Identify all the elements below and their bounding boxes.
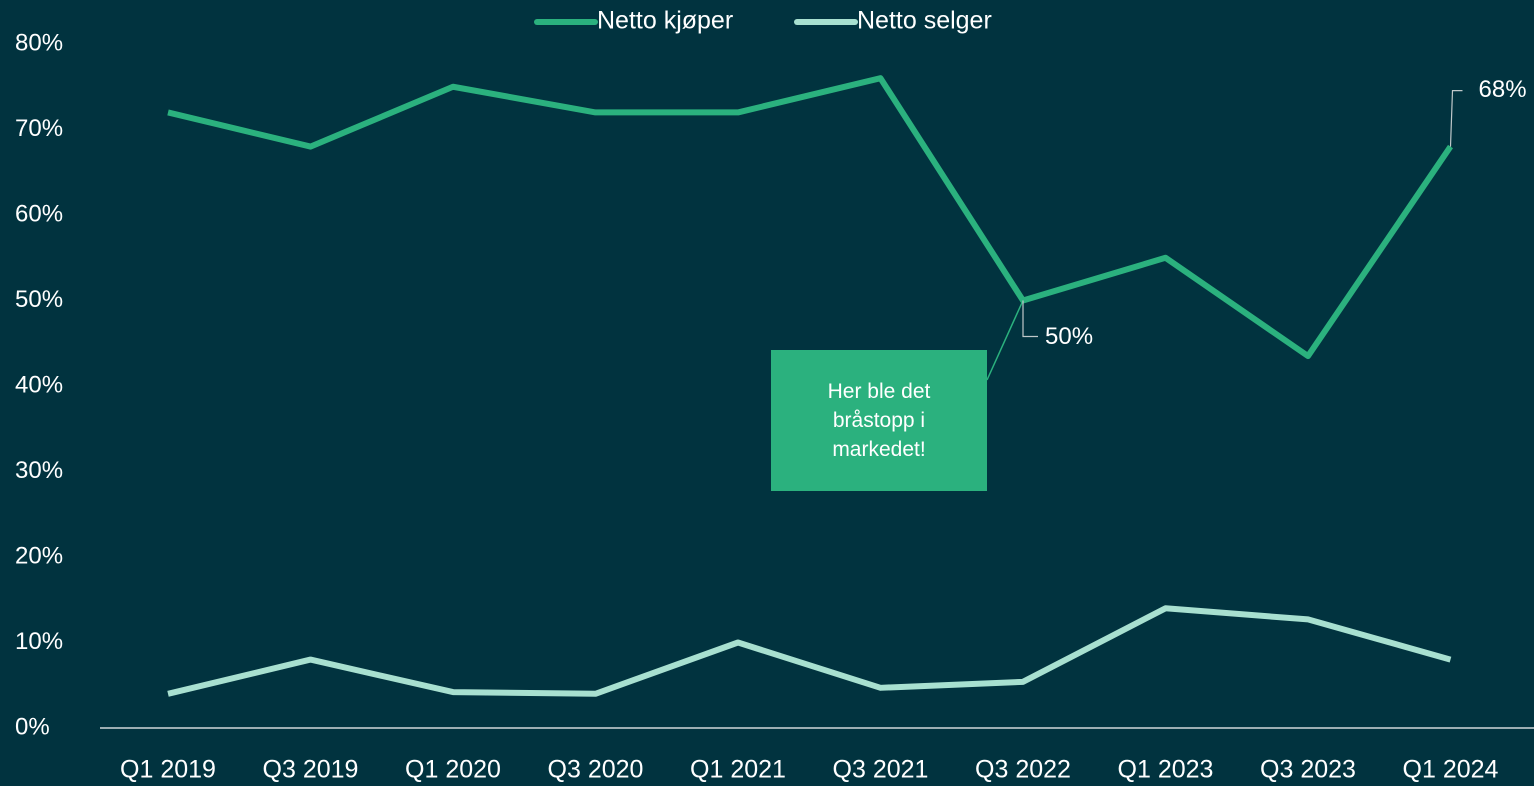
y-tick-label: 50% (15, 286, 63, 313)
series-line (167, 605, 1452, 697)
series-line (167, 75, 1453, 360)
y-tick-label: 0% (15, 713, 50, 740)
y-tick-label: 10% (15, 628, 63, 655)
x-tick-label: Q3 2020 (548, 756, 644, 784)
x-tick-label: Q1 2020 (405, 756, 501, 784)
label-leader (1449, 90, 1463, 147)
y-tick-label: 30% (15, 457, 63, 484)
annotation-connector (986, 300, 1024, 381)
x-tick-label: Q3 2022 (975, 756, 1071, 784)
annotation-text: Her ble det bråstopp i markedet! (827, 380, 931, 461)
y-tick-label: 40% (15, 371, 63, 398)
annotation: Her ble det bråstopp i markedet! (827, 380, 931, 461)
y-tick-label: 70% (15, 115, 63, 142)
x-tick-label: Q1 2019 (120, 756, 216, 784)
label-leader (1022, 300, 1038, 338)
x-tick-label: Q1 2024 (1403, 756, 1499, 784)
x-tick-label: Q3 2023 (1260, 756, 1356, 784)
y-tick-label: 80% (15, 29, 63, 56)
y-tick-label: 60% (15, 200, 63, 227)
x-tick-label: Q1 2021 (690, 756, 786, 784)
annotation-box (771, 350, 987, 491)
data-label: 50% (1045, 323, 1093, 350)
data-label: 68% (1479, 76, 1527, 103)
x-tick-label: Q3 2019 (263, 756, 359, 784)
x-tick-label: Q3 2021 (833, 756, 929, 784)
legend-label: Netto selger (857, 7, 992, 35)
y-tick-label: 20% (15, 542, 63, 569)
x-tick-label: Q1 2023 (1118, 756, 1214, 784)
legend-label: Netto kjøper (597, 7, 733, 35)
